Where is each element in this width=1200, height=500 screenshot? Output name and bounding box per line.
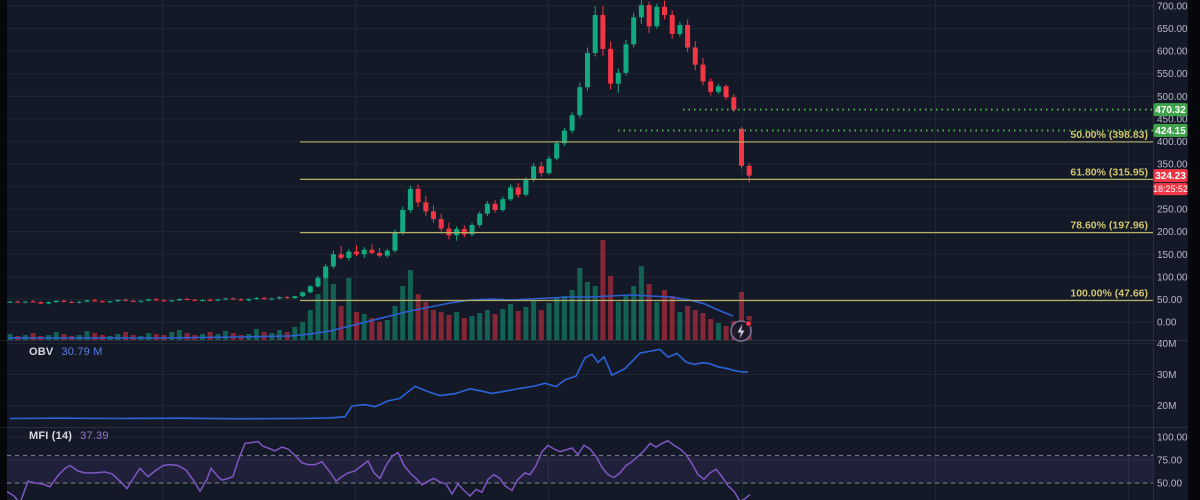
obv-axis-label: 20M [1157, 401, 1176, 412]
svg-text:324.23: 324.23 [1155, 171, 1186, 182]
fib-level-label: 78.60% (197.96) [1070, 220, 1148, 232]
svg-text:424.15: 424.15 [1155, 126, 1186, 137]
price-axis-label: 600.00 [1157, 47, 1188, 58]
fib-level-label: 50.00% (398.83) [1070, 129, 1148, 141]
price-axis-label: 150.00 [1157, 250, 1188, 261]
candlestick-series [7, 0, 752, 305]
svg-text:18:25:52: 18:25:52 [1153, 184, 1188, 194]
mfi-band [7, 455, 1153, 483]
mfi-value: 37.39 [80, 430, 109, 442]
mfi-axis-label: 100.00 [1157, 433, 1188, 444]
price-axis-label: 0.00 [1157, 318, 1177, 329]
price-axis-label: 50.00 [1157, 295, 1182, 306]
price-axis-label: 700.00 [1157, 1, 1188, 12]
obv-axis-label: 40M [1157, 339, 1176, 350]
svg-text:470.32: 470.32 [1155, 105, 1186, 116]
obv-line [9, 348, 749, 420]
fib-level-label: 61.80% (315.95) [1070, 166, 1148, 178]
obv-value: 30.79 M [61, 346, 103, 358]
price-axis-label: 550.00 [1157, 69, 1188, 80]
price-axis-label: 350.00 [1157, 159, 1188, 170]
fib-level-label: 100.00% (47.66) [1070, 287, 1148, 299]
mfi-axis-label: 75.00 [1157, 456, 1182, 467]
price-axis-label: 500.00 [1157, 92, 1188, 103]
pane-background[interactable] [7, 0, 1188, 500]
mfi-axis-label: 50.00 [1157, 479, 1182, 490]
volume-ma-line [8, 294, 734, 339]
mfi-line [7, 439, 751, 500]
price-axis-label: 400.00 [1157, 137, 1188, 148]
price-axis-label: 200.00 [1157, 227, 1188, 238]
price-axis-label: 450.00 [1157, 114, 1188, 125]
obv-axis-label: 30M [1157, 370, 1176, 381]
price-axis-label: 100.00 [1157, 272, 1188, 283]
countdown-badge [1153, 183, 1188, 196]
mfi-legend[interactable]: MFI (14) 37.39 [29, 430, 109, 442]
alert-price-badge[interactable]: 470.32 [1153, 103, 1188, 117]
alert-price-badge[interactable]: 424.15 [1153, 124, 1188, 138]
price-axis-label: 650.00 [1157, 24, 1188, 35]
last-price-badge: 324.23 18:25:52 [1153, 169, 1188, 196]
price-axis-label: 250.00 [1157, 205, 1188, 216]
mfi-label: MFI (14) [29, 430, 73, 442]
lightning-badge-icon[interactable] [730, 320, 752, 342]
obv-label: OBV [29, 346, 54, 358]
obv-legend[interactable]: OBV 30.79 M [29, 346, 103, 358]
